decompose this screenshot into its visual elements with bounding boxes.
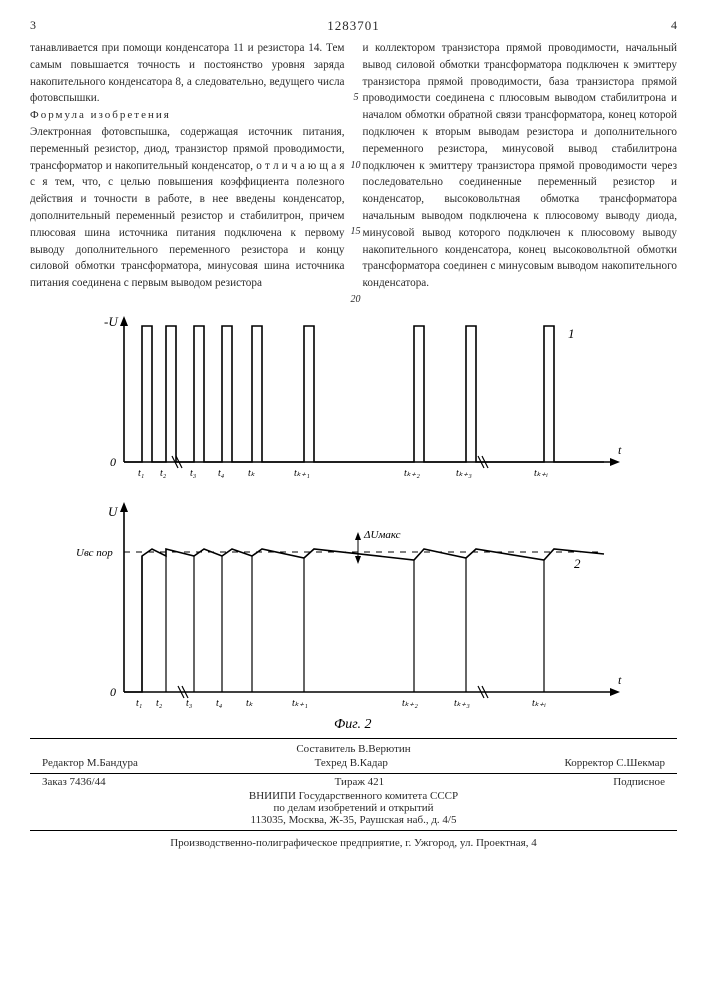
zero-lower: 0 bbox=[110, 685, 116, 699]
org1: ВНИИПИ Государственного комитета СССР bbox=[30, 790, 677, 802]
line-num-15: 15 bbox=[351, 224, 361, 239]
left-column: танавливается при помощи конденсатора 11… bbox=[30, 40, 345, 292]
tick-u-6: tₖ₊₂ bbox=[404, 468, 420, 479]
corrector: Корректор С.Шекмар bbox=[565, 757, 665, 769]
org2: по делам изобретений и открытий bbox=[30, 802, 677, 814]
tick-l-0: t₁ bbox=[136, 698, 142, 709]
tick-u-5: tₖ₊₁ bbox=[294, 468, 310, 479]
tick-u-2: t₃ bbox=[190, 468, 197, 479]
page-num-left: 3 bbox=[30, 18, 36, 34]
tick-l-3: t₄ bbox=[216, 698, 223, 709]
tick-l-2: t₃ bbox=[186, 698, 193, 709]
tick-l-4: tₖ bbox=[246, 698, 254, 709]
left-para1: танавливается при помощи конденсатора 11… bbox=[30, 42, 345, 104]
footer-block: Составитель В.Верютин Редактор М.Бандура… bbox=[30, 738, 677, 831]
axis-label-neg-u: -U bbox=[104, 314, 119, 329]
tick-u-0: t₁ bbox=[138, 468, 144, 479]
header-row: 3 1283701 4 bbox=[30, 18, 677, 34]
axis-label-t1: t bbox=[618, 443, 622, 457]
curve-2-label: 2 bbox=[574, 556, 581, 571]
tick-l-6: tₖ₊₂ bbox=[402, 698, 418, 709]
left-claim: Электронная фотовспышка, содержащая исто… bbox=[30, 126, 345, 289]
curve-1-label: 1 bbox=[568, 326, 575, 341]
timing-diagram-svg: -U 0 t 1 t₁ t₂ t₃ t₄ tₖ tₖ₊₁ tₖ₊₂ tₖ₊₃ t… bbox=[74, 302, 634, 732]
tirazh: Тираж 421 bbox=[335, 776, 385, 788]
footer-bottom: Производственно-полиграфическое предприя… bbox=[30, 831, 677, 849]
threshold-label: Uвс пор bbox=[76, 547, 113, 559]
tick-l-1: t₂ bbox=[156, 698, 163, 709]
tick-u-7: tₖ₊₃ bbox=[456, 468, 472, 479]
axis-label-u: U bbox=[108, 504, 119, 519]
techred: Техред В.Кадар bbox=[315, 757, 388, 769]
sign: Подписное bbox=[613, 776, 665, 788]
tick-u-8: tₖ₊ᵢ bbox=[534, 468, 548, 479]
figure-2: -U 0 t 1 t₁ t₂ t₃ t₄ tₖ tₖ₊₁ tₖ₊₂ tₖ₊₃ t… bbox=[74, 302, 634, 732]
tick-u-1: t₂ bbox=[160, 468, 167, 479]
zero-upper: 0 bbox=[110, 455, 116, 469]
tick-l-7: tₖ₊₃ bbox=[454, 698, 470, 709]
doc-number: 1283701 bbox=[327, 18, 380, 34]
page-num-right: 4 bbox=[671, 18, 677, 34]
line-num-5: 5 bbox=[354, 90, 359, 105]
figure-caption: Фиг. 2 bbox=[334, 717, 372, 732]
delta-label: ΔUмакс bbox=[363, 529, 401, 541]
editor: Редактор М.Бандура bbox=[42, 757, 138, 769]
compositor: Составитель В.Верютин bbox=[30, 743, 677, 755]
axis-label-t2: t bbox=[618, 673, 622, 687]
right-column: и коллектором транзистора прямой проводи… bbox=[363, 40, 678, 292]
patent-page: 3 1283701 4 танавливается при помощи кон… bbox=[0, 0, 707, 1000]
tick-u-3: t₄ bbox=[218, 468, 225, 479]
tick-l-5: tₖ₊₁ bbox=[292, 698, 308, 709]
formula-heading: Формула изобретения bbox=[30, 109, 171, 121]
line-num-10: 10 bbox=[351, 158, 361, 173]
tick-l-8: tₖ₊ᵢ bbox=[532, 698, 546, 709]
tick-u-4: tₖ bbox=[248, 468, 256, 479]
order: Заказ 7436/44 bbox=[42, 776, 106, 788]
addr: 113035, Москва, Ж-35, Раушская наб., д. … bbox=[30, 814, 677, 826]
right-para: и коллектором транзистора прямой проводи… bbox=[363, 42, 678, 289]
text-columns: танавливается при помощи конденсатора 11… bbox=[30, 40, 677, 292]
